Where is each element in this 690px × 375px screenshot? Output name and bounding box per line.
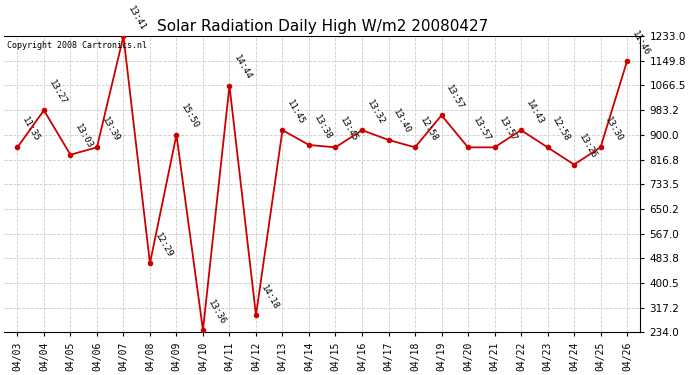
Text: 14:43: 14:43 — [524, 98, 545, 126]
Text: 11:35: 11:35 — [20, 116, 41, 143]
Text: 12:58: 12:58 — [551, 116, 571, 143]
Text: 12:29: 12:29 — [152, 231, 174, 259]
Text: 13:40: 13:40 — [391, 108, 413, 136]
Text: 15:50: 15:50 — [179, 103, 201, 131]
Text: 13:30: 13:30 — [603, 116, 624, 143]
Text: 13:32: 13:32 — [365, 98, 386, 126]
Text: 14:18: 14:18 — [259, 283, 280, 311]
Text: 13:45: 13:45 — [338, 116, 359, 143]
Text: 13:38: 13:38 — [312, 113, 333, 141]
Text: 13:57: 13:57 — [497, 116, 518, 143]
Text: 13:03: 13:03 — [73, 123, 95, 151]
Text: Copyright 2008 Cartronics.nl: Copyright 2008 Cartronics.nl — [8, 40, 148, 50]
Text: 13:27: 13:27 — [47, 78, 68, 106]
Title: Solar Radiation Daily High W/m2 20080427: Solar Radiation Daily High W/m2 20080427 — [157, 18, 488, 33]
Text: 12:58: 12:58 — [417, 116, 439, 143]
Text: 13:57: 13:57 — [444, 83, 466, 111]
Text: 13:57: 13:57 — [471, 116, 492, 143]
Text: 11:45: 11:45 — [285, 98, 306, 126]
Text: 13:39: 13:39 — [100, 116, 121, 143]
Text: 11:46: 11:46 — [630, 29, 651, 57]
Text: 14:44: 14:44 — [233, 54, 253, 81]
Text: 13:41: 13:41 — [126, 4, 148, 32]
Text: 13:36: 13:36 — [206, 298, 227, 326]
Text: 13:26: 13:26 — [577, 133, 598, 160]
